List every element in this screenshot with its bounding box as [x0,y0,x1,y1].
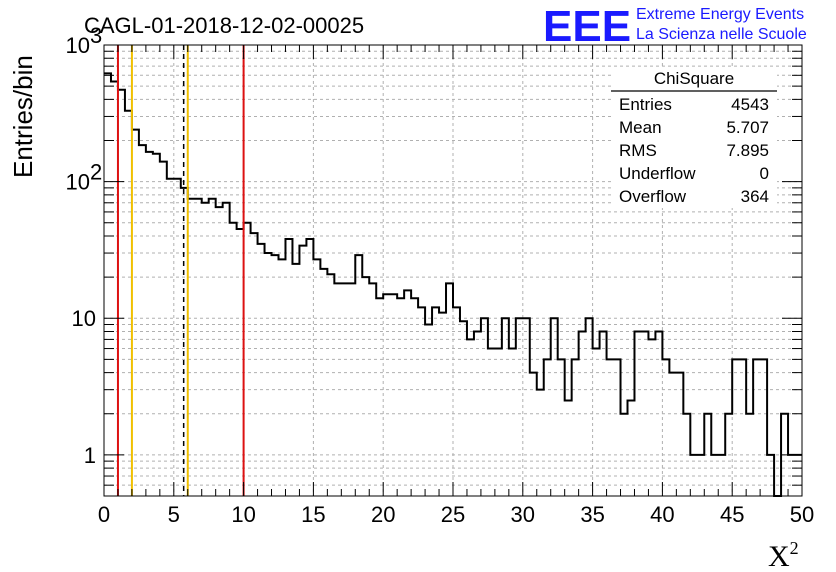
eee-logo-mark: EEE [543,2,631,51]
y-tick-label: 10 [72,306,96,331]
x-tick-label: 15 [301,502,325,527]
y-tick-label: 10 [66,170,90,195]
stats-box: ChiSquare Entries 4543 Mean 5.707 RMS 7.895 Un… [611,68,777,208]
stats-box-title: ChiSquare [654,69,734,88]
stats-row-label: RMS [619,141,657,160]
y-tick-label-exp: 2 [90,160,102,185]
stats-row-value: 5.707 [726,118,769,137]
histogram-outline [104,72,802,497]
x-tick-label: 20 [371,502,395,527]
reference-lines [116,45,245,496]
y-axis-label: Entries/bin [8,55,38,178]
x-tick-label: 5 [168,502,180,527]
eee-logo-line2: La Scienza nelle Scuole [636,26,807,43]
stats-row-label: Mean [619,118,662,137]
x-tick-label: 25 [441,502,465,527]
stats-row-label: Underflow [619,164,696,183]
y-tick-label-exp: 3 [90,23,102,48]
axis-ticks [103,45,803,497]
y-tick-label: 1 [84,443,96,468]
x-axis-label-base: X [768,540,790,572]
stats-row-value: 4543 [731,95,769,114]
x-tick-label: 35 [580,502,604,527]
x-tick-label: 40 [650,502,674,527]
stats-row-label: Entries [619,95,672,114]
x-axis-label: X2 [768,538,799,572]
x-axis-label-sup: 2 [790,538,799,558]
x-tick-label: 30 [511,502,535,527]
stats-row-value: 0 [760,164,769,183]
y-tick-label: 10 [66,33,90,58]
x-tick-label: 45 [720,502,744,527]
x-tick-label: 50 [790,502,814,527]
stats-row-value: 7.895 [726,141,769,160]
x-tick-labels: 0 5 10 15 20 25 30 35 40 45 50 [98,502,814,527]
chart-title: CAGL-01-2018-12-02-00025 [84,13,364,38]
x-tick-label: 0 [98,502,110,527]
eee-logo: EEE Extreme Energy Events La Scienza nel… [543,2,807,51]
stats-row-label: Overflow [619,187,687,206]
eee-logo-line1: Extreme Energy Events [636,6,804,23]
stats-box-rows: Entries 4543 Mean 5.707 RMS 7.895 Underflow 0 Ov… [619,95,769,206]
stats-row-value: 364 [741,187,769,206]
histogram-bars [104,72,802,497]
x-tick-label: 10 [231,502,255,527]
